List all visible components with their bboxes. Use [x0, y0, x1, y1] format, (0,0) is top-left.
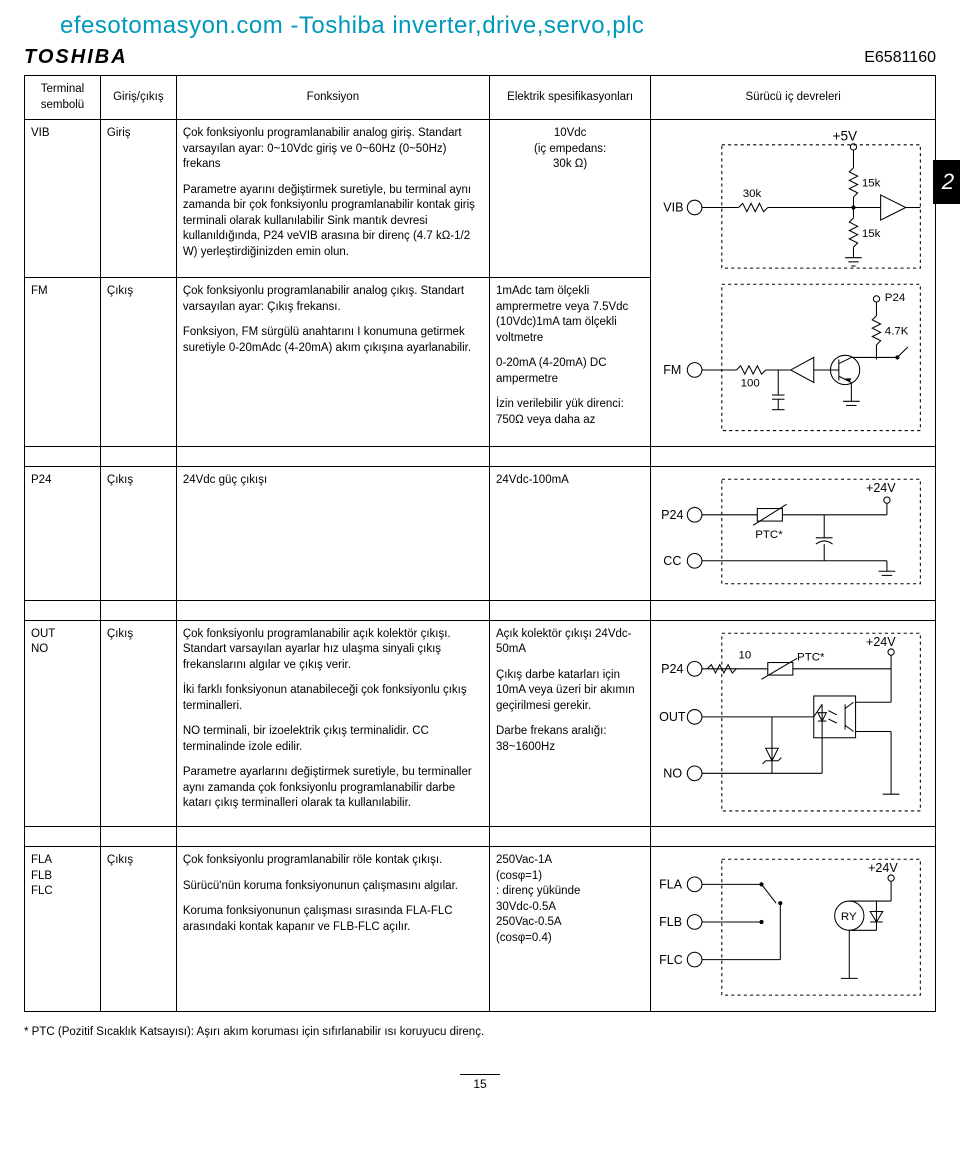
row-p24: P24 Çıkış 24Vdc güç çıkışı 24Vdc-100mA +…	[25, 467, 936, 600]
schematic-fm: P24 4.7K	[657, 278, 929, 435]
term-p24: P24	[25, 467, 101, 600]
svg-text:PTC*: PTC*	[797, 651, 825, 663]
io-vib: Giriş	[100, 120, 176, 278]
circuit-outno: +24V PTC* 10 P24	[651, 620, 936, 827]
func-outno: Çok fonksiyonlu programlanabilir açık ko…	[176, 620, 489, 827]
svg-text:10: 10	[739, 649, 752, 661]
elec-fla: 250Vac-1A (cosφ=1) : direnç yükünde 30Vd…	[489, 847, 650, 1012]
document-number: E6581160	[864, 49, 936, 67]
elec-p24: 24Vdc-100mA	[489, 467, 650, 600]
elec-outno-p3: Darbe frekans aralığı: 38~1600Hz	[496, 724, 644, 755]
header-row: TOSHIBA E6581160	[24, 46, 936, 69]
svg-text:OUT: OUT	[659, 710, 686, 724]
elec-fm-p1: 1mAdc tam ölçekli amprermetre veya 7.5Vd…	[496, 284, 644, 346]
circuit-vib-fm: 2 +5V 15k	[651, 120, 936, 447]
schematic-fla: +24V RY	[657, 853, 929, 999]
elec-vib-text: 10Vdc (iç empedans: 30k Ω)	[496, 126, 644, 173]
term-outno: OUT NO	[25, 620, 101, 827]
svg-text:PTC*: PTC*	[756, 529, 784, 541]
func-outno-p1: Çok fonksiyonlu programlanabilir açık ko…	[183, 627, 483, 674]
section-tab: 2	[933, 160, 960, 204]
circuit-p24: +24V PTC* P24	[651, 467, 936, 600]
row-vib: VIB Giriş Çok fonksiyonlu programlanabil…	[25, 120, 936, 278]
io-outno: Çıkış	[100, 620, 176, 827]
header-circuit: Sürücü iç devreleri	[651, 76, 936, 120]
io-fla: Çıkış	[100, 847, 176, 1012]
func-fm-p1: Çok fonksiyonlu programlanabilir analog …	[183, 284, 483, 315]
svg-text:30k: 30k	[743, 188, 762, 200]
func-vib: Çok fonksiyonlu programlanabilir analog …	[176, 120, 489, 278]
func-fla: Çok fonksiyonlu programlanabilir röle ko…	[176, 847, 489, 1012]
svg-text:P24: P24	[885, 292, 906, 304]
svg-text:FLB: FLB	[659, 915, 682, 929]
spacer-1	[25, 447, 936, 467]
svg-text:+5V: +5V	[833, 129, 858, 144]
elec-fm: 1mAdc tam ölçekli amprermetre veya 7.5Vd…	[489, 278, 650, 447]
table-header-row: Terminal sembolü Giriş/çıkış Fonksiyon E…	[25, 76, 936, 120]
row-outno: OUT NO Çıkış Çok fonksiyonlu programlana…	[25, 620, 936, 827]
svg-text:RY: RY	[841, 911, 857, 923]
svg-text:NO: NO	[664, 766, 683, 780]
io-p24: Çıkış	[100, 467, 176, 600]
svg-text:15k: 15k	[862, 228, 881, 240]
term-vib: VIB	[25, 120, 101, 278]
term-fla: FLA FLB FLC	[25, 847, 101, 1012]
svg-text:15k: 15k	[862, 178, 881, 190]
header-io: Giriş/çıkış	[100, 76, 176, 120]
row-fla: FLA FLB FLC Çıkış Çok fonksiyonlu progra…	[25, 847, 936, 1012]
svg-text:+24V: +24V	[866, 634, 896, 648]
func-fla-p2: Sürücü'nün koruma fonksiyonunun çalışmas…	[183, 879, 483, 895]
svg-text:CC: CC	[664, 554, 682, 568]
term-fm: FM	[25, 278, 101, 447]
spacer-2	[25, 600, 936, 620]
func-fla-p3: Koruma fonksiyonunun çalışması sırasında…	[183, 904, 483, 935]
svg-text:+24V: +24V	[866, 481, 896, 495]
func-vib-p2: Parametre ayarını değiştirmek suretiyle,…	[183, 183, 483, 261]
header-elec: Elektrik spesifikasyonları	[489, 76, 650, 120]
elec-fm-p2: 0-20mA (4-20mA) DC ampermetre	[496, 356, 644, 387]
page-number: 15	[460, 1074, 500, 1091]
elec-outno-p1: Açık kolektör çıkışı 24Vdc-50mA	[496, 627, 644, 658]
schematic-vib: +5V 15k 15k	[657, 126, 929, 272]
svg-text:FM: FM	[664, 363, 682, 377]
func-p24: 24Vdc güç çıkışı	[176, 467, 489, 600]
spec-table: Terminal sembolü Giriş/çıkış Fonksiyon E…	[24, 75, 936, 1012]
svg-text:P24: P24	[661, 508, 683, 522]
elec-vib: 10Vdc (iç empedans: 30k Ω)	[489, 120, 650, 278]
elec-fm-p3: İzin verilebilir yük direnci: 750Ω veya …	[496, 397, 644, 428]
header-terminal: Terminal sembolü	[25, 76, 101, 120]
func-outno-p4: Parametre ayarlarını değiştirmek suretiy…	[183, 765, 483, 812]
svg-text:VIB: VIB	[664, 201, 684, 215]
svg-text:P24: P24	[661, 662, 683, 676]
site-url: efesotomasyon.com -Toshiba inverter,driv…	[60, 12, 936, 40]
svg-text:100: 100	[741, 378, 760, 390]
func-outno-p3: NO terminali, bir izoelektrik çıkış term…	[183, 724, 483, 755]
elec-outno: Açık kolektör çıkışı 24Vdc-50mA Çıkış da…	[489, 620, 650, 827]
spacer-3	[25, 827, 936, 847]
func-vib-p1: Çok fonksiyonlu programlanabilir analog …	[183, 126, 483, 173]
brand-logo: TOSHIBA	[24, 46, 128, 69]
svg-text:+24V: +24V	[868, 861, 898, 875]
svg-text:FLA: FLA	[659, 878, 683, 892]
io-fm: Çıkış	[100, 278, 176, 447]
func-fm: Çok fonksiyonlu programlanabilir analog …	[176, 278, 489, 447]
svg-text:4.7K: 4.7K	[885, 325, 909, 337]
footnote-ptc: * PTC (Pozitif Sıcaklık Katsayısı): Aşır…	[24, 1026, 936, 1038]
svg-text:FLC: FLC	[659, 953, 683, 967]
header-function: Fonksiyon	[176, 76, 489, 120]
elec-outno-p2: Çıkış darbe katarları için 10mA veya üze…	[496, 668, 644, 715]
func-fla-p1: Çok fonksiyonlu programlanabilir röle ko…	[183, 853, 483, 869]
func-outno-p2: İki farklı fonksiyonun atanabileceği çok…	[183, 683, 483, 714]
circuit-fla: +24V RY	[651, 847, 936, 1012]
func-fm-p2: Fonksiyon, FM sürgülü anahtarını I konum…	[183, 325, 483, 356]
schematic-outno: +24V PTC* 10 P24	[657, 627, 929, 815]
schematic-p24: +24V PTC* P24	[657, 473, 929, 588]
